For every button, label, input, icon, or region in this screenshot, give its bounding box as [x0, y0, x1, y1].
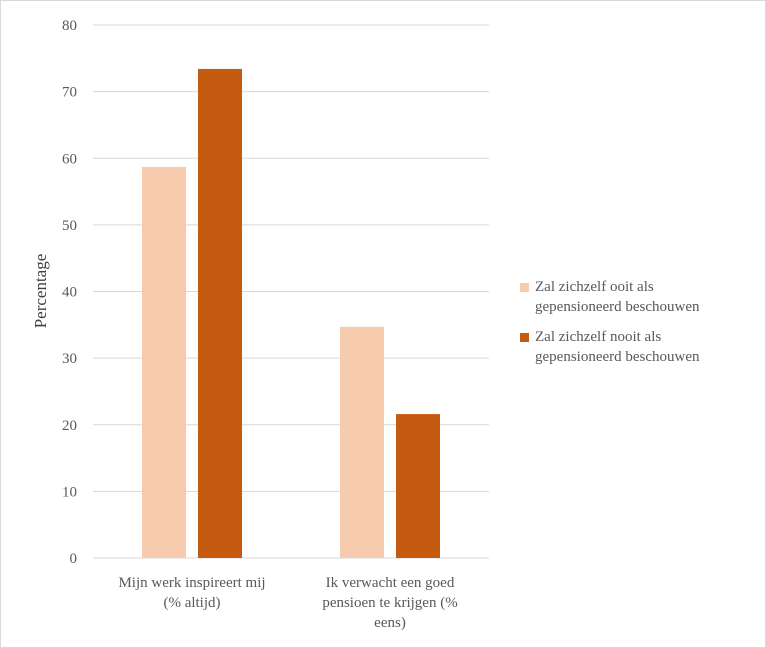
bar-1-2 [340, 326, 384, 558]
legend: Zal zichzelf ooit als gepensioneerd besch… [520, 277, 700, 377]
y-tick-label: 70 [62, 85, 77, 101]
legend-item: Zal zichzelf nooit als gepensioneerd besc… [520, 327, 700, 367]
y-tick-label: 20 [62, 418, 77, 434]
y-tick-label: 0 [70, 551, 78, 567]
legend-swatch [520, 283, 529, 292]
x-tick-label: Ik verwacht een goed [326, 575, 455, 591]
y-tick-label: 60 [62, 151, 77, 167]
bar-2-2 [396, 414, 440, 558]
bar-1-1 [142, 166, 186, 558]
x-tick-label: Mijn werk inspireert mij [118, 575, 265, 591]
x-tick-label: pensioen te krijgen (% [322, 595, 457, 611]
y-axis-label: Percentage [31, 254, 50, 329]
legend-label: Zal zichzelf nooit als gepensioneerd besc… [535, 329, 700, 365]
legend-swatch [520, 333, 529, 342]
y-tick-label: 40 [62, 285, 77, 301]
y-tick-label: 30 [62, 351, 77, 367]
y-tick-label: 80 [62, 18, 77, 34]
x-tick-label: eens) [374, 615, 406, 631]
y-tick-label: 50 [62, 218, 77, 234]
legend-item: Zal zichzelf ooit als gepensioneerd besch… [520, 277, 700, 317]
y-tick-label: 10 [62, 484, 77, 500]
bar-2-1 [198, 68, 242, 558]
x-tick-label: (% altijd) [163, 595, 220, 611]
legend-label: Zal zichzelf ooit als gepensioneerd besch… [535, 279, 700, 315]
